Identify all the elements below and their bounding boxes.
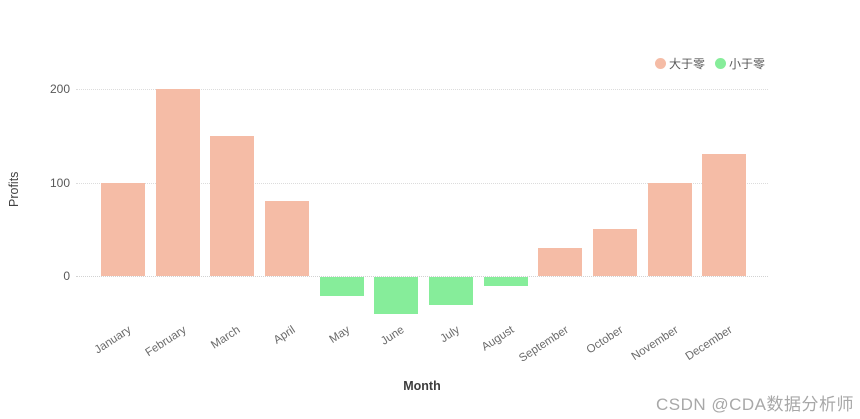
legend-swatch-positive-icon — [655, 58, 666, 69]
gridline-200 — [76, 89, 768, 90]
bar-november[interactable] — [647, 182, 692, 276]
x-tick-label-april: April — [271, 324, 298, 347]
gridline-0 — [76, 276, 768, 277]
x-tick-label-october: October — [584, 324, 626, 357]
legend-swatch-negative-icon — [715, 58, 727, 69]
watermark: CSDN @CDA数据分析师 — [655, 395, 854, 414]
bar-march[interactable] — [210, 135, 255, 276]
bar-april[interactable] — [264, 201, 309, 276]
legend-label-positive: 大于零 — [669, 57, 706, 71]
bar-february[interactable] — [155, 89, 200, 276]
chart-legend: 大于零 小于零 — [655, 55, 765, 72]
x-tick-label-may: May — [327, 324, 353, 346]
x-tick-label-february: February — [143, 324, 189, 360]
bar-july[interactable] — [428, 277, 473, 306]
x-tick-label-september: September — [517, 324, 571, 365]
gridline-100 — [76, 182, 768, 184]
bar-january[interactable] — [101, 182, 145, 276]
bar-june[interactable] — [374, 277, 419, 315]
y-tick-label-200: 200 — [49, 82, 70, 96]
y-axis-title: Profits — [7, 171, 21, 207]
bar-december[interactable] — [702, 154, 747, 276]
bar-september[interactable] — [538, 247, 583, 276]
y-tick-label-0: 0 — [63, 269, 70, 283]
x-tick-label-july: July — [437, 324, 462, 346]
legend-label-negative: 小于零 — [729, 57, 766, 71]
legend-item-negative[interactable]: 小于零 — [715, 55, 765, 72]
x-axis-title: Month — [403, 379, 441, 393]
x-tick-label-june: June — [379, 324, 407, 348]
x-tick-label-november: November — [629, 324, 681, 363]
x-tick-label-january: January — [92, 324, 134, 357]
legend-item-positive[interactable]: 大于零 — [655, 55, 705, 72]
x-tick-label-december: December — [683, 324, 735, 363]
bar-august[interactable] — [483, 277, 528, 287]
bar-may[interactable] — [319, 277, 364, 296]
x-tick-label-august: August — [479, 324, 517, 354]
y-tick-label-100: 100 — [49, 175, 70, 190]
bar-october[interactable] — [592, 229, 637, 276]
x-tick-label-march: March — [209, 324, 243, 352]
